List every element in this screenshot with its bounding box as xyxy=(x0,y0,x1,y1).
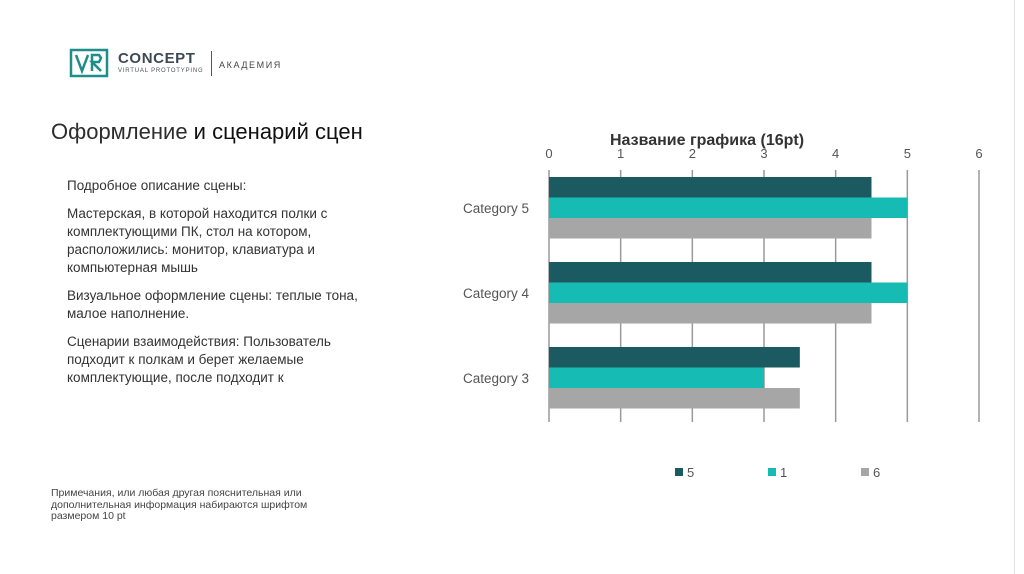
scene-description: Подробное описание сцены: Мастерская, в … xyxy=(67,177,367,397)
category-label: Category 5 xyxy=(463,201,529,216)
bar xyxy=(549,262,872,283)
bar xyxy=(549,177,872,198)
description-visual: Визуальное оформление сцены: теплые тона… xyxy=(67,288,358,321)
legend-swatch xyxy=(861,468,869,476)
category-label: Category 3 xyxy=(463,371,529,386)
x-tick-label: 2 xyxy=(689,146,696,161)
description-heading: Подробное описание сцены: xyxy=(67,178,247,193)
slide-title: Оформление и сценарий сцен xyxy=(51,119,363,145)
x-tick-label: 4 xyxy=(832,146,839,161)
brand-academy: АКАДЕМИЯ xyxy=(219,60,282,70)
legend-swatch xyxy=(768,468,776,476)
bar xyxy=(549,303,872,324)
brand-divider xyxy=(211,51,212,76)
footnote: Примечания, или любая другая пояснительн… xyxy=(51,487,308,522)
bar xyxy=(549,347,800,368)
category-label: Category 4 xyxy=(463,286,530,301)
legend-label: 6 xyxy=(873,465,880,480)
bar xyxy=(549,367,764,388)
x-tick-label: 5 xyxy=(904,146,911,161)
bar xyxy=(549,197,908,218)
slide-edge-divider xyxy=(1014,0,1015,574)
vr-logo-icon xyxy=(69,48,109,78)
bar xyxy=(549,218,872,239)
x-tick-label: 6 xyxy=(975,146,982,161)
vr-concept-logo: CONCEPT VIRTUAL PROTOTYPING АКАДЕМИЯ xyxy=(68,46,308,80)
legend-swatch xyxy=(675,468,683,476)
x-tick-label: 0 xyxy=(545,146,552,161)
chart-canvas: 0 1 2 3 4 5 6 Category 5 Category 4 Category 3 5 1 6 xyxy=(463,146,983,480)
description-interaction: Сценарии взаимодействия: Пользователь по… xyxy=(67,334,331,385)
brand-tagline: VIRTUAL PROTOTYPING xyxy=(118,68,204,74)
chart-title: Название графика (16pt) xyxy=(610,132,805,149)
description-location: Мастерская, в которой находится полки с … xyxy=(67,206,328,275)
legend-label: 1 xyxy=(780,465,787,480)
legend-label: 5 xyxy=(687,465,694,480)
bar xyxy=(549,388,800,409)
x-tick-label: 1 xyxy=(617,146,624,161)
bar xyxy=(549,282,908,303)
x-tick-label: 3 xyxy=(760,146,767,161)
brand-name: CONCEPT xyxy=(118,50,196,67)
bar-chart: Название графика (16pt) 0 1 2 3 4 5 6 Category … xyxy=(430,128,1010,493)
title-part-1: Оформление xyxy=(51,119,188,144)
title-part-2: и сценарий сцен xyxy=(187,119,363,144)
